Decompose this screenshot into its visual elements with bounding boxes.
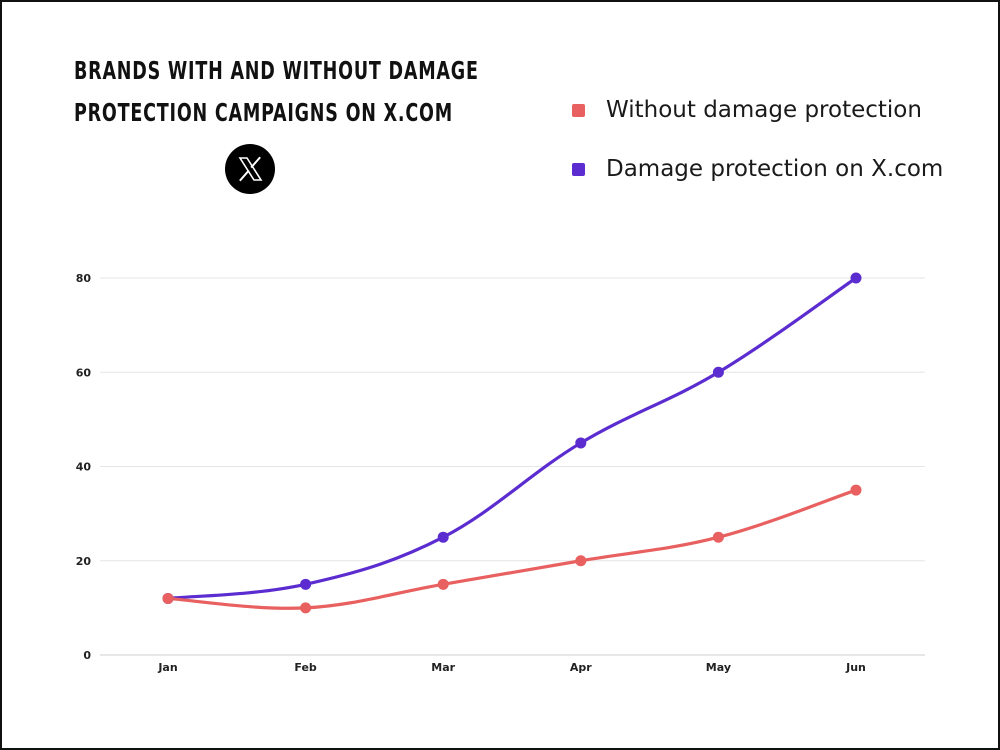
y-tick-label-20: 20: [76, 555, 92, 568]
chart-title-line-2: protection campaigns on X.com: [74, 98, 453, 127]
legend-label-without: Without damage protection: [606, 97, 922, 123]
data-point-without-mar: [437, 578, 449, 590]
data-point-with-feb: [300, 578, 312, 590]
legend-item-with: Damage protection on X.com: [572, 151, 943, 187]
data-point-with-mar: [437, 531, 449, 543]
data-point-with-may: [712, 366, 724, 378]
data-point-without-jan: [162, 592, 174, 604]
chart-title-line-1: Brands with and without damage: [74, 56, 479, 85]
y-tick-label-80: 80: [76, 272, 92, 285]
x-tick-label-feb: Feb: [294, 661, 317, 674]
data-point-with-apr: [575, 437, 587, 449]
x-logo-icon: [225, 144, 275, 194]
y-tick-label-60: 60: [76, 366, 92, 379]
y-tick-label-40: 40: [76, 461, 92, 474]
x-tick-label-may: May: [706, 661, 731, 674]
chart-title: Brands with and without damage protectio…: [74, 50, 479, 134]
data-point-without-jun: [850, 484, 862, 496]
legend-swatch-without: [572, 103, 585, 117]
x-tick-label-jan: Jan: [157, 661, 177, 674]
legend-label-with: Damage protection on X.com: [606, 156, 944, 182]
x-tick-label-apr: Apr: [570, 661, 592, 674]
legend-item-without: Without damage protection: [572, 92, 943, 128]
legend-swatch-with: [572, 162, 585, 176]
y-tick-label-0: 0: [83, 649, 91, 662]
data-point-without-feb: [300, 602, 312, 614]
data-point-without-apr: [575, 555, 587, 567]
x-tick-label-jun: Jun: [845, 661, 866, 674]
legend: Without damage protection Damage protect…: [572, 92, 943, 210]
series-line-with: [166, 276, 858, 601]
x-tick-label-mar: Mar: [431, 661, 455, 674]
x-logo-glyph: [238, 156, 263, 182]
data-point-without-may: [712, 531, 724, 543]
data-point-with-jun: [850, 272, 862, 284]
series-line-without: [166, 488, 858, 610]
